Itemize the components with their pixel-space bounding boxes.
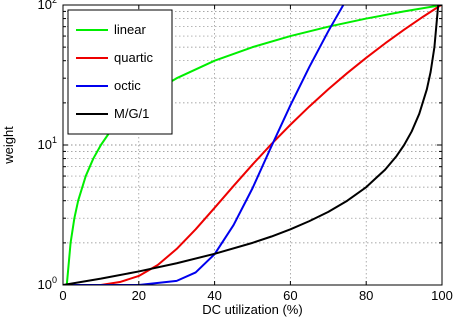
x-tick-label: 40: [207, 288, 221, 303]
x-tick-label: 100: [431, 288, 453, 303]
legend-item-quartic: quartic: [76, 50, 154, 65]
legend-label: quartic: [114, 50, 154, 65]
ticks: 0 20 40 60 80 100 100 101 102: [38, 0, 453, 303]
y-tick-label: 102: [38, 0, 57, 12]
legend-label: octic: [114, 78, 141, 93]
series-line-octic: [63, 5, 345, 285]
x-axis-title: DC utilization (%): [202, 302, 302, 317]
series-line-quartic: [63, 5, 442, 285]
legend-label: linear: [114, 22, 146, 37]
legend-label: M/G/1: [114, 106, 149, 121]
x-tick-label: 0: [59, 288, 66, 303]
legend: linear quartic octic M/G/1: [67, 9, 173, 135]
legend-item-octic: octic: [76, 78, 141, 93]
legend-item-m-g-1: M/G/1: [76, 106, 149, 121]
x-tick-label: 20: [132, 288, 146, 303]
y-tick-label: 101: [38, 135, 57, 152]
x-tick-label: 80: [359, 288, 373, 303]
series-layer: [63, 5, 442, 285]
y-tick-label: 100: [38, 275, 57, 292]
y-axis-title: weight: [1, 126, 16, 165]
series-line-m-g-1: [63, 5, 442, 285]
x-tick-label: 60: [283, 288, 297, 303]
legend-item-linear: linear: [76, 22, 146, 37]
